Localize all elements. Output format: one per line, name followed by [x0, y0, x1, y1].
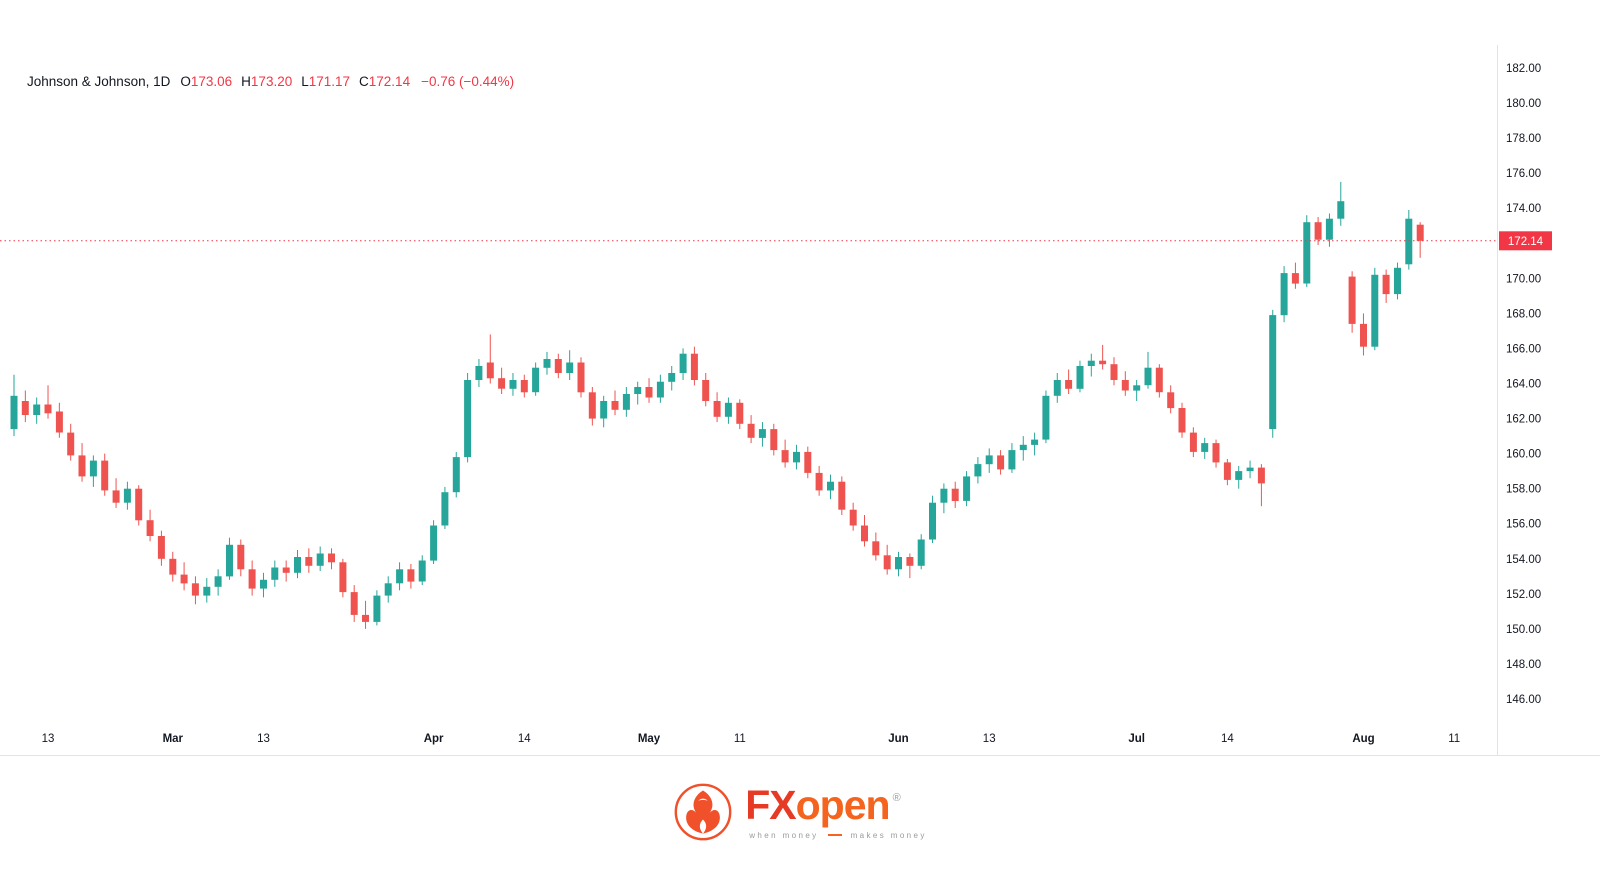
svg-text:Jul: Jul: [1128, 733, 1145, 745]
svg-text:162.00: 162.00: [1506, 414, 1541, 426]
svg-text:168.00: 168.00: [1506, 308, 1541, 320]
svg-text:11: 11: [1448, 733, 1460, 745]
brand-open: open: [795, 781, 891, 828]
svg-text:174.00: 174.00: [1506, 203, 1541, 215]
svg-text:178.00: 178.00: [1506, 133, 1541, 145]
last-price-badge: 172.14: [1499, 231, 1552, 251]
registered-mark: ®: [892, 791, 901, 804]
candlestick-chart[interactable]: 182.00180.00178.00176.00174.00172.00170.…: [0, 0, 1600, 762]
svg-text:152.00: 152.00: [1506, 589, 1541, 601]
svg-text:Apr: Apr: [424, 733, 444, 745]
svg-text:172.14: 172.14: [1508, 236, 1544, 248]
price-axis[interactable]: 182.00180.00178.00176.00174.00172.00170.…: [1506, 63, 1541, 706]
svg-text:148.00: 148.00: [1506, 659, 1541, 671]
symbol-legend[interactable]: Johnson & Johnson, 1D O173.06 H173.20 L1…: [27, 74, 514, 89]
svg-text:170.00: 170.00: [1506, 273, 1541, 285]
svg-text:Jun: Jun: [888, 733, 908, 745]
svg-text:150.00: 150.00: [1506, 624, 1541, 636]
svg-text:Mar: Mar: [163, 733, 184, 745]
brand-fx: FX: [745, 781, 796, 828]
tagline-left: when money: [749, 830, 819, 840]
svg-text:13: 13: [42, 733, 55, 745]
svg-text:13: 13: [983, 733, 996, 745]
svg-text:180.00: 180.00: [1506, 98, 1541, 110]
candles: [10, 181, 1424, 629]
price-change: −0.76 (−0.44%): [421, 74, 515, 89]
svg-text:May: May: [638, 733, 661, 745]
fxopen-logo-mark: [674, 783, 732, 841]
ohlc-high: H173.20: [241, 74, 293, 89]
svg-text:160.00: 160.00: [1506, 449, 1541, 461]
svg-text:166.00: 166.00: [1506, 343, 1541, 355]
fxopen-logo: FXopen ® when money makes money: [0, 782, 1600, 842]
tagline-right: makes money: [850, 830, 927, 840]
fxopen-wordmark: FXopen ® when money makes money: [745, 781, 927, 840]
symbol-title: Johnson & Johnson, 1D: [27, 74, 171, 89]
svg-text:146.00: 146.00: [1506, 694, 1541, 706]
svg-text:14: 14: [1221, 733, 1234, 745]
ohlc-low: L171.17: [301, 74, 351, 89]
time-axis[interactable]: 13 Mar 13 Apr 14 May 11 Jun 13 Jul 14 Aug 11: [42, 733, 1461, 745]
svg-text:182.00: 182.00: [1506, 63, 1541, 75]
svg-text:14: 14: [518, 733, 531, 745]
ohlc-open: O173.06: [180, 74, 233, 89]
svg-text:156.00: 156.00: [1506, 519, 1541, 531]
svg-text:158.00: 158.00: [1506, 484, 1541, 496]
svg-text:Aug: Aug: [1352, 733, 1374, 745]
svg-text:164.00: 164.00: [1506, 379, 1541, 391]
svg-text:176.00: 176.00: [1506, 168, 1541, 180]
svg-text:13: 13: [257, 733, 270, 745]
svg-text:154.00: 154.00: [1506, 554, 1541, 566]
tagline-separator-icon: [827, 834, 842, 836]
ohlc-close: C172.14: [359, 74, 411, 89]
fxopen-tagline: when money makes money: [749, 831, 927, 840]
svg-text:11: 11: [734, 733, 746, 745]
